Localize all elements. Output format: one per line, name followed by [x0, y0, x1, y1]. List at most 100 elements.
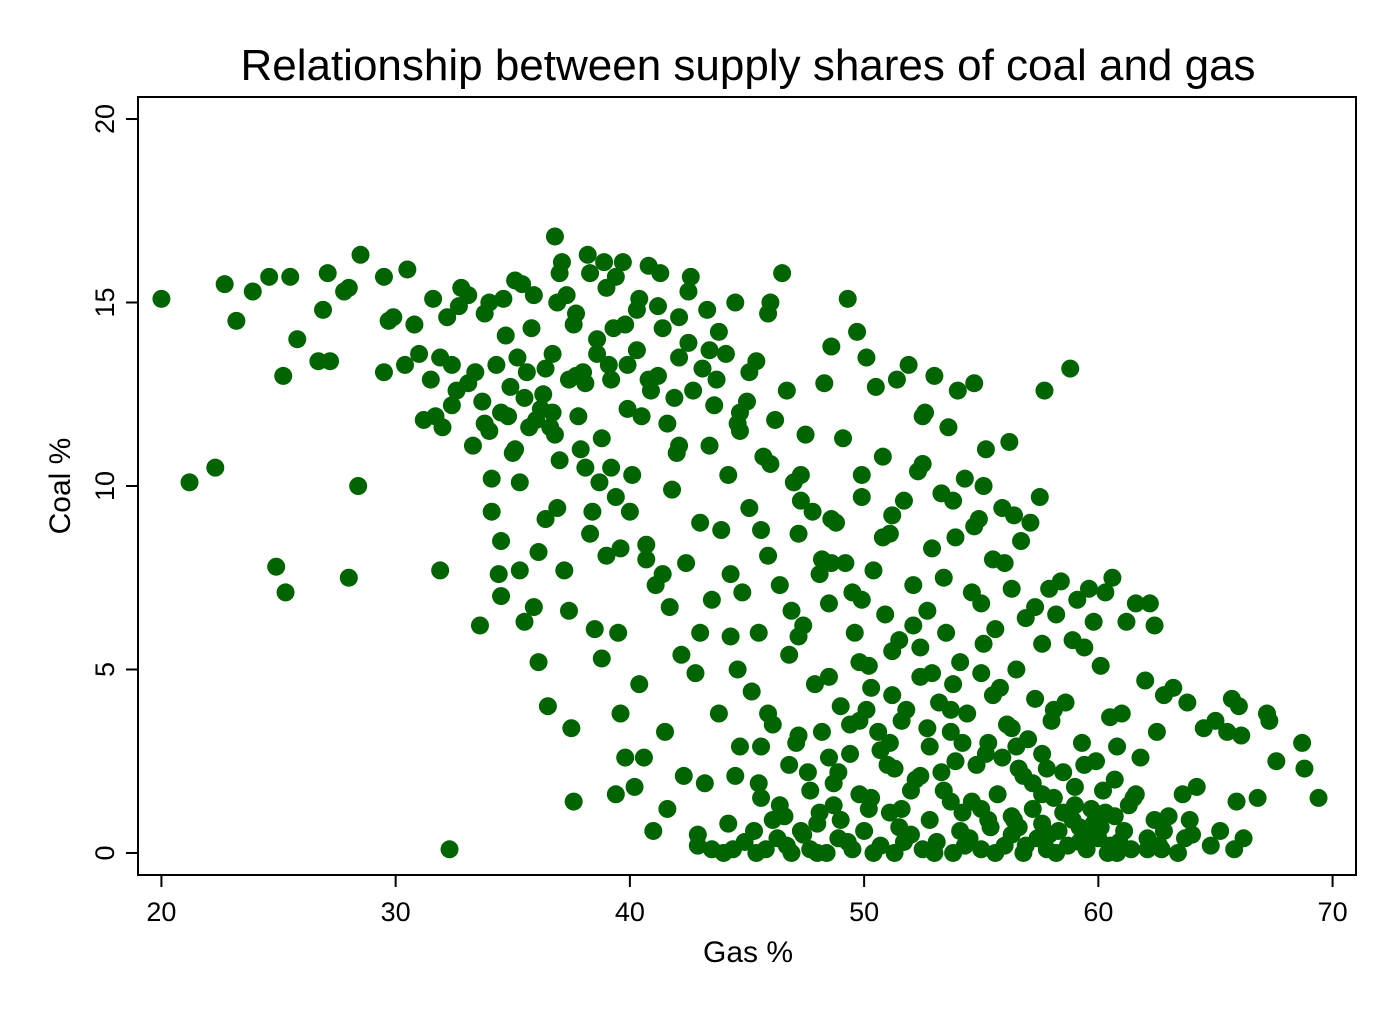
data-point: [1206, 711, 1225, 730]
data-point: [1178, 693, 1197, 712]
data-point: [1054, 763, 1073, 782]
data-point: [1164, 678, 1183, 697]
data-point: [489, 565, 508, 584]
y-axis: 0 5 10 15 20: [90, 104, 138, 860]
data-point: [925, 843, 944, 862]
data-point: [1009, 818, 1028, 837]
data-point: [1040, 825, 1059, 844]
data-point: [1140, 594, 1159, 613]
data-point: [339, 278, 358, 297]
data-point: [1096, 803, 1115, 822]
data-point: [995, 554, 1014, 573]
data-point: [656, 722, 675, 741]
data-point: [709, 704, 728, 723]
data-point: [780, 645, 799, 664]
data-point: [534, 385, 553, 404]
data-point: [482, 469, 501, 488]
data-point: [857, 700, 876, 719]
data-point: [581, 264, 600, 283]
data-point: [1136, 671, 1155, 690]
data-point: [543, 344, 562, 363]
data-point: [339, 568, 358, 587]
data-point: [869, 722, 888, 741]
data-point: [730, 421, 749, 440]
data-point: [410, 344, 429, 363]
data-point: [405, 315, 424, 334]
data-point: [639, 370, 658, 389]
data-point: [843, 583, 862, 602]
data-point: [510, 561, 529, 580]
data-point: [815, 374, 834, 393]
data-point: [442, 355, 461, 374]
data-point: [1035, 381, 1054, 400]
data-point: [728, 660, 747, 679]
data-point: [857, 348, 876, 367]
data-point: [557, 286, 576, 305]
data-point: [637, 550, 656, 569]
data-point: [515, 388, 534, 407]
data-point: [442, 396, 461, 415]
data-point: [674, 766, 693, 785]
data-point: [677, 554, 696, 573]
data-point: [693, 359, 712, 378]
data-point: [609, 623, 628, 642]
data-point: [923, 539, 942, 558]
data-point: [595, 253, 614, 272]
data-point: [1030, 488, 1049, 507]
data-point: [492, 532, 511, 551]
data-point: [796, 425, 815, 444]
data-point: [1005, 506, 1024, 525]
data-point: [1138, 840, 1157, 859]
data-point: [569, 407, 588, 426]
data-point: [1065, 796, 1084, 815]
data-point: [688, 825, 707, 844]
data-point: [663, 480, 682, 499]
data-point: [904, 616, 923, 635]
data-point: [602, 458, 621, 477]
data-point: [789, 726, 808, 745]
y-tick-label: 20: [90, 104, 120, 134]
data-point: [747, 843, 766, 862]
data-point: [993, 748, 1012, 767]
data-point: [597, 546, 616, 565]
data-point: [862, 678, 881, 697]
data-point: [1227, 792, 1246, 811]
data-point: [506, 440, 525, 459]
data-point: [923, 664, 942, 683]
data-point: [864, 843, 883, 862]
data-point: [1002, 719, 1021, 738]
data-point: [597, 278, 616, 297]
data-point: [974, 634, 993, 653]
data-point: [892, 711, 911, 730]
data-point: [1105, 770, 1124, 789]
x-tick-label: 70: [1318, 897, 1348, 927]
data-point: [1159, 807, 1178, 826]
data-point: [349, 477, 368, 495]
data-point: [508, 348, 527, 367]
data-point: [1082, 799, 1101, 818]
data-point: [679, 333, 698, 352]
data-point: [979, 810, 998, 829]
data-point: [1014, 766, 1033, 785]
data-point: [548, 499, 567, 518]
data-point: [777, 836, 796, 855]
data-point: [946, 528, 965, 547]
data-point: [627, 300, 646, 319]
data-point: [899, 355, 918, 374]
data-point: [433, 418, 452, 437]
data-point: [260, 267, 279, 286]
data-point: [873, 528, 892, 547]
data-point: [986, 620, 1005, 639]
data-point: [653, 319, 672, 338]
data-point: [965, 517, 984, 536]
data-point: [1094, 781, 1113, 800]
data-point: [700, 341, 719, 360]
data-point: [545, 425, 564, 444]
data-point: [761, 454, 780, 473]
data-point: [564, 792, 583, 811]
data-point: [545, 227, 564, 246]
data-point: [599, 355, 618, 374]
data-point: [726, 766, 745, 785]
chart-title: Relationship between supply shares of co…: [240, 41, 1255, 90]
